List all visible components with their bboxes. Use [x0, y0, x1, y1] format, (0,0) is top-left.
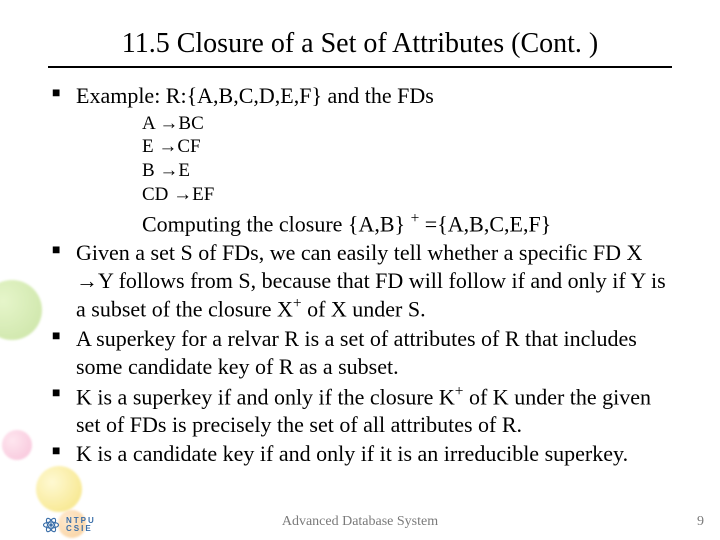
fd-line-1: A →BC — [142, 112, 672, 136]
bullet-k-superkey: K is a superkey if and only if the closu… — [48, 382, 672, 438]
closure-pre: Computing the closure {A,B} — [142, 211, 411, 236]
bullet-candidate-text: K is a candidate key if and only if it i… — [76, 441, 628, 466]
decor-pink-circle — [2, 430, 32, 460]
fd-line-3: B →E — [142, 159, 672, 183]
footer-page-number: 9 — [697, 514, 704, 530]
bullet-list-2: Given a set S of FDs, we can easily tell… — [48, 239, 672, 468]
bullet-list: Example: R:{A,B,C,D,E,F} and the FDs — [48, 82, 672, 110]
closure-post: ={A,B,C,E,F} — [419, 211, 551, 236]
slide-title: 11.5 Closure of a Set of Attributes (Con… — [48, 28, 672, 60]
bullet-superkey-def: A superkey for a relvar R is a set of at… — [48, 325, 672, 380]
closure-sup-plus: + — [411, 210, 420, 227]
bullet-example: Example: R:{A,B,C,D,E,F} and the FDs — [48, 82, 672, 110]
footer-center: Advanced Database System — [0, 514, 720, 530]
fd-line-4: CD →EF — [142, 183, 672, 207]
bullet-candidate-key: K is a candidate key if and only if it i… — [48, 440, 672, 468]
fd-list: A →BC E →CF B →E CD →EF — [142, 112, 672, 207]
bullet-given-post: of X under S. — [302, 297, 426, 322]
bullet-k-pre: K is a superkey if and only if the closu… — [76, 384, 455, 409]
decor-yellow-circle — [36, 466, 82, 512]
closure-line: Computing the closure {A,B} + ={A,B,C,E,… — [142, 209, 672, 238]
bullet-given-set: Given a set S of FDs, we can easily tell… — [48, 239, 672, 323]
bullet-example-text: Example: R:{A,B,C,D,E,F} and the FDs — [76, 83, 434, 108]
title-rule — [48, 66, 672, 68]
x-sup-plus: + — [293, 295, 302, 312]
bullet-superkey-text: A superkey for a relvar R is a set of at… — [76, 326, 637, 379]
decor-green-circle — [0, 280, 42, 340]
fd-line-2: E →CF — [142, 135, 672, 159]
slide: 11.5 Closure of a Set of Attributes (Con… — [0, 0, 720, 540]
